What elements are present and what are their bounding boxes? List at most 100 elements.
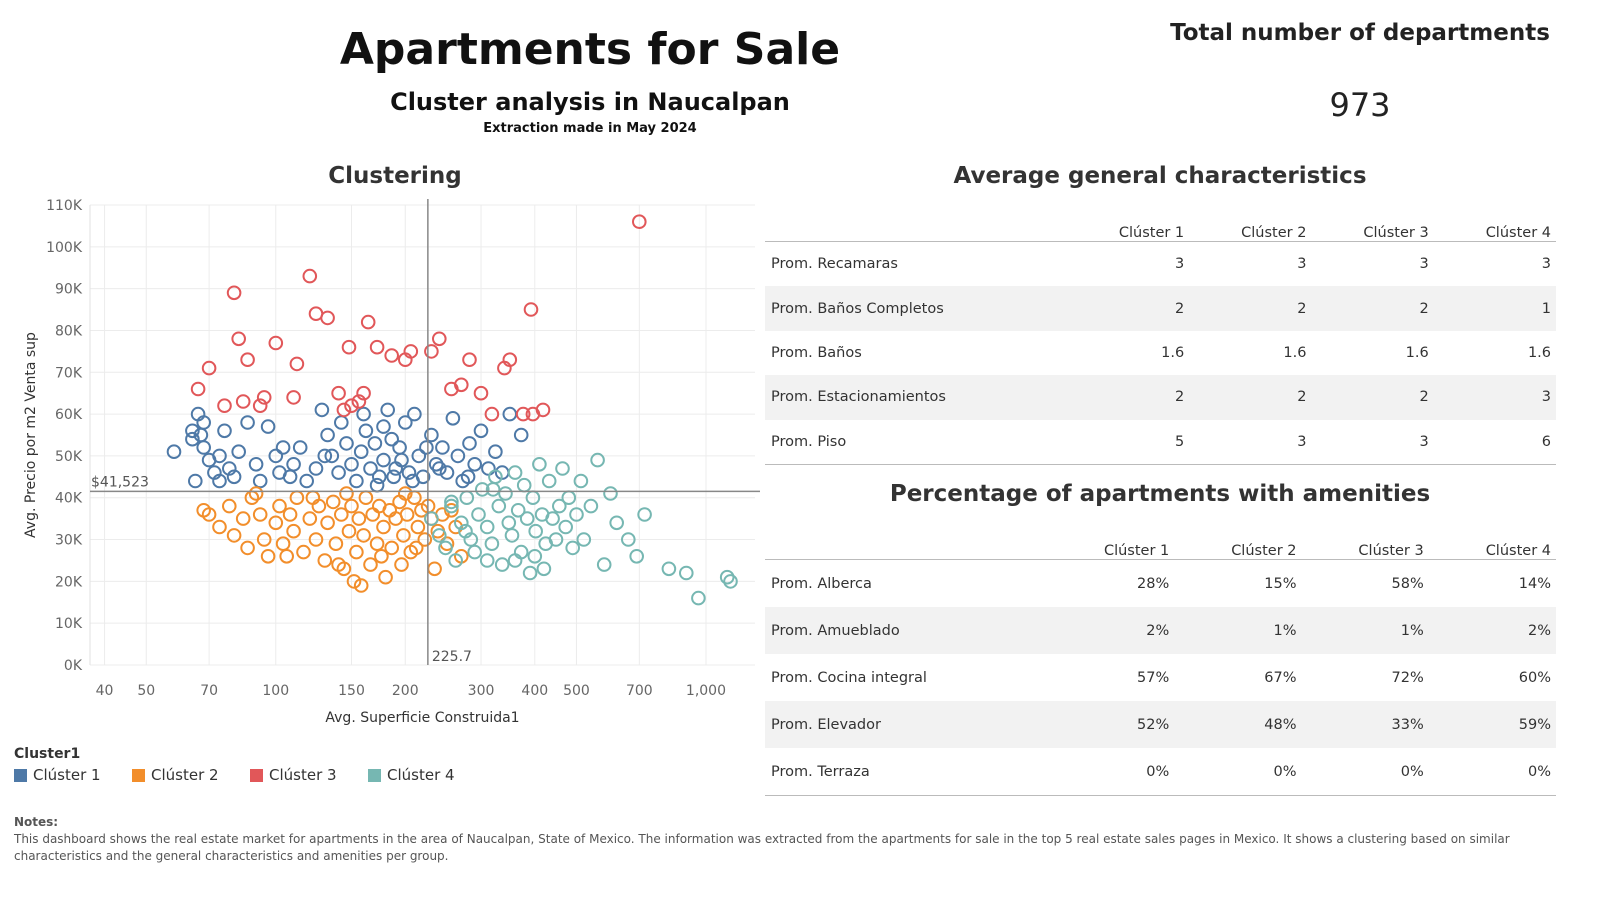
scatter-point[interactable] xyxy=(185,431,200,447)
scatter-point[interactable] xyxy=(410,519,426,535)
scatter-point[interactable] xyxy=(573,473,589,489)
scatter-point[interactable] xyxy=(467,544,483,560)
scatter-point[interactable] xyxy=(339,486,354,501)
scatter-point[interactable] xyxy=(369,536,385,552)
scatter-point[interactable] xyxy=(188,473,203,489)
scatter-point[interactable] xyxy=(212,448,227,464)
scatter-point[interactable] xyxy=(510,503,526,518)
scatter-point[interactable] xyxy=(723,574,738,589)
scatter-point[interactable] xyxy=(185,423,200,439)
scatter-point[interactable] xyxy=(485,482,501,497)
scatter-point[interactable] xyxy=(507,553,523,568)
scatter-point[interactable] xyxy=(403,344,419,359)
scatter-point[interactable] xyxy=(479,519,495,535)
scatter-point[interactable] xyxy=(432,461,447,476)
scatter-point[interactable] xyxy=(719,569,735,585)
scatter-point[interactable] xyxy=(356,528,371,543)
scatter-point[interactable] xyxy=(424,427,439,443)
scatter-point[interactable] xyxy=(358,423,374,439)
legend-item[interactable]: Clúster 1 xyxy=(14,766,132,784)
scatter-point[interactable] xyxy=(331,557,346,572)
scatter-point[interactable] xyxy=(196,440,211,455)
scatter-point[interactable] xyxy=(427,561,442,577)
scatter-point[interactable] xyxy=(374,549,389,564)
scatter-point[interactable] xyxy=(353,578,369,593)
scatter-point[interactable] xyxy=(637,507,652,522)
scatter-point[interactable] xyxy=(398,486,413,501)
scatter-point[interactable] xyxy=(363,461,378,476)
scatter-point[interactable] xyxy=(558,519,574,535)
scatter-point[interactable] xyxy=(356,385,371,401)
scatter-point[interactable] xyxy=(317,448,333,464)
scatter-point[interactable] xyxy=(401,465,417,480)
scatter-chart[interactable]: 0K 10K 20K 30K 40K 50K 60K 70K 80K 90K 100K 110K 40… xyxy=(0,195,770,735)
scatter-point[interactable] xyxy=(536,561,552,577)
scatter-point[interactable] xyxy=(522,565,538,581)
scatter-point[interactable] xyxy=(376,419,391,434)
scatter-point[interactable] xyxy=(527,549,543,564)
scatter-point[interactable] xyxy=(268,515,284,531)
scatter-point[interactable] xyxy=(621,532,636,547)
scatter-point[interactable] xyxy=(363,557,378,572)
scatter-point[interactable] xyxy=(432,528,447,543)
scatter-point[interactable] xyxy=(444,498,459,514)
scatter-point[interactable] xyxy=(256,532,272,547)
scatter-point[interactable] xyxy=(166,444,182,460)
scatter-point[interactable] xyxy=(407,406,422,422)
scatter-point[interactable] xyxy=(344,498,359,514)
scatter-point[interactable] xyxy=(325,494,341,510)
scatter-point[interactable] xyxy=(292,440,308,455)
scatter-point[interactable] xyxy=(419,440,434,455)
scatter-point[interactable] xyxy=(331,465,346,480)
scatter-point[interactable] xyxy=(336,402,352,418)
scatter-point[interactable] xyxy=(222,498,237,514)
scatter-point[interactable] xyxy=(488,444,503,460)
scatter-point[interactable] xyxy=(320,310,335,326)
scatter-point[interactable] xyxy=(386,469,402,485)
scatter-point[interactable] xyxy=(341,523,357,539)
scatter-point[interactable] xyxy=(438,540,453,556)
scatter-point[interactable] xyxy=(454,377,469,393)
scatter-point[interactable] xyxy=(349,473,364,489)
scatter-point[interactable] xyxy=(661,561,677,577)
scatter-point[interactable] xyxy=(502,352,518,367)
scatter-point[interactable] xyxy=(444,494,459,510)
scatter-point[interactable] xyxy=(384,540,400,556)
scatter-point[interactable] xyxy=(226,469,242,485)
scatter-point[interactable] xyxy=(523,302,539,317)
scatter-point[interactable] xyxy=(248,486,264,501)
scatter-point[interactable] xyxy=(308,532,324,547)
scatter-point[interactable] xyxy=(405,473,420,489)
scatter-point[interactable] xyxy=(324,448,340,464)
scatter-point[interactable] xyxy=(411,448,427,464)
scatter-point[interactable] xyxy=(279,549,295,564)
scatter-point[interactable] xyxy=(275,440,291,455)
scatter-point[interactable] xyxy=(217,423,232,439)
scatter-point[interactable] xyxy=(317,553,333,568)
scatter-point[interactable] xyxy=(445,411,461,426)
scatter-point[interactable] xyxy=(226,528,242,543)
scatter-point[interactable] xyxy=(541,473,557,489)
scatter-point[interactable] xyxy=(351,511,367,526)
scatter-point[interactable] xyxy=(532,457,547,472)
scatter-point[interactable] xyxy=(331,385,346,401)
scatter-point[interactable] xyxy=(252,507,268,522)
scatter-point[interactable] xyxy=(632,214,647,230)
scatter-point[interactable] xyxy=(367,436,383,451)
scatter-point[interactable] xyxy=(369,339,385,355)
scatter-point[interactable] xyxy=(424,344,439,359)
scatter-point[interactable] xyxy=(235,394,251,409)
scatter-point[interactable] xyxy=(341,339,357,355)
scatter-point[interactable] xyxy=(513,427,529,443)
scatter-point[interactable] xyxy=(629,549,645,564)
scatter-point[interactable] xyxy=(444,503,459,518)
scatter-point[interactable] xyxy=(596,557,612,572)
scatter-point[interactable] xyxy=(286,457,301,472)
scatter-point[interactable] xyxy=(226,285,242,301)
scatter-point[interactable] xyxy=(394,452,409,468)
scatter-point[interactable] xyxy=(286,390,301,405)
scatter-point[interactable] xyxy=(282,507,298,522)
scatter-point[interactable] xyxy=(473,385,489,401)
scatter-point[interactable] xyxy=(346,574,362,589)
scatter-point[interactable] xyxy=(552,498,567,514)
